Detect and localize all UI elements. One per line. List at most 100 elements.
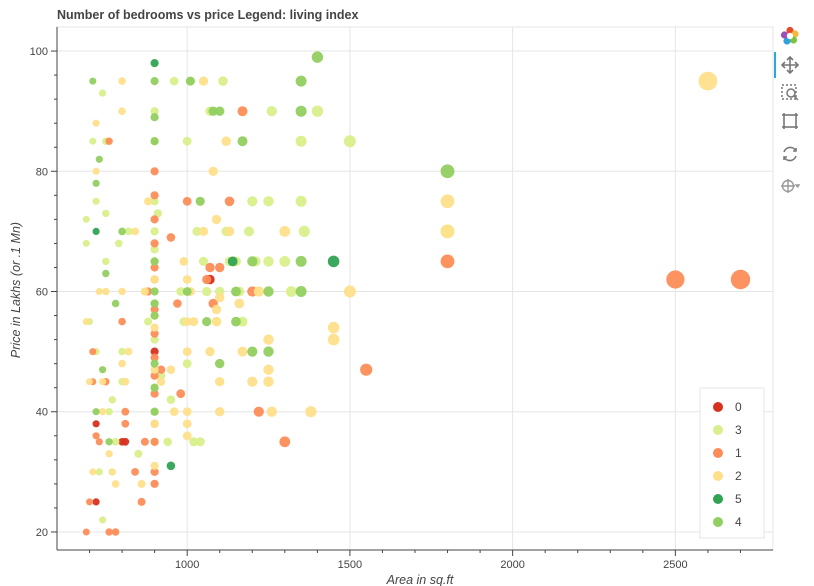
data-point bbox=[169, 407, 179, 417]
data-point bbox=[150, 437, 159, 446]
data-point bbox=[150, 197, 159, 206]
data-point bbox=[295, 286, 307, 297]
data-point bbox=[118, 107, 126, 115]
data-point bbox=[118, 359, 126, 368]
data-point bbox=[118, 317, 126, 326]
data-point bbox=[189, 437, 199, 447]
data-point bbox=[215, 407, 225, 417]
data-point bbox=[86, 378, 93, 386]
data-point bbox=[208, 166, 218, 176]
data-point bbox=[150, 245, 159, 254]
data-point bbox=[92, 119, 100, 127]
data-point bbox=[150, 383, 159, 392]
data-point bbox=[92, 420, 100, 428]
data-point bbox=[215, 358, 225, 369]
data-point bbox=[82, 215, 90, 223]
data-point bbox=[82, 528, 90, 536]
data-point bbox=[150, 467, 159, 476]
data-point bbox=[150, 347, 159, 356]
data-point bbox=[150, 107, 159, 116]
data-point bbox=[295, 105, 307, 117]
data-point bbox=[202, 274, 212, 285]
data-point bbox=[215, 377, 225, 387]
box-select-icon[interactable] bbox=[778, 109, 802, 133]
box-zoom-icon[interactable] bbox=[778, 81, 802, 105]
legend-label: 2 bbox=[735, 469, 742, 483]
legend-box bbox=[699, 387, 765, 539]
data-point bbox=[150, 137, 159, 146]
data-point bbox=[99, 378, 107, 386]
data-point bbox=[247, 196, 258, 207]
legend-swatch bbox=[713, 448, 723, 458]
data-point bbox=[102, 209, 110, 218]
data-point bbox=[95, 155, 103, 163]
data-point bbox=[698, 71, 718, 91]
data-point bbox=[182, 136, 192, 146]
data-point bbox=[298, 225, 310, 237]
data-point bbox=[140, 287, 149, 296]
data-point bbox=[121, 437, 130, 446]
data-point bbox=[440, 254, 455, 269]
data-point bbox=[205, 262, 215, 273]
data-point bbox=[82, 318, 90, 326]
data-point bbox=[111, 299, 120, 308]
active-tool-indicator bbox=[774, 52, 776, 78]
data-point bbox=[295, 75, 307, 87]
data-point bbox=[144, 197, 153, 206]
data-point bbox=[150, 329, 159, 338]
data-point bbox=[195, 196, 205, 206]
data-point bbox=[105, 450, 113, 458]
data-point bbox=[211, 214, 222, 225]
data-point bbox=[253, 406, 264, 417]
data-point bbox=[121, 377, 130, 386]
data-point bbox=[237, 106, 248, 117]
data-point bbox=[118, 287, 126, 296]
reset-icon[interactable] bbox=[778, 142, 802, 166]
data-point bbox=[144, 317, 153, 326]
plot-area bbox=[56, 26, 774, 551]
data-point bbox=[105, 137, 113, 145]
data-point bbox=[150, 479, 159, 488]
data-point bbox=[150, 389, 159, 398]
data-point bbox=[118, 77, 126, 85]
bokeh-logo-icon[interactable] bbox=[778, 24, 802, 48]
y-tick-label: 60 bbox=[36, 287, 48, 299]
data-point bbox=[166, 365, 176, 375]
data-point bbox=[150, 191, 159, 200]
data-point bbox=[102, 287, 110, 296]
hover-icon[interactable] bbox=[778, 174, 802, 198]
data-point bbox=[150, 419, 159, 428]
data-point bbox=[150, 365, 159, 374]
pan-icon[interactable] bbox=[778, 53, 802, 77]
data-point bbox=[440, 194, 455, 209]
data-point bbox=[224, 196, 235, 207]
data-point bbox=[311, 105, 324, 117]
data-point bbox=[86, 498, 93, 506]
data-point bbox=[99, 516, 107, 524]
data-point bbox=[82, 239, 90, 247]
data-point bbox=[440, 164, 455, 179]
chart-toolbar bbox=[774, 22, 808, 202]
legend-swatch bbox=[713, 517, 723, 527]
data-point bbox=[140, 437, 149, 446]
data-point bbox=[231, 286, 241, 297]
data-point bbox=[169, 76, 179, 86]
data-point bbox=[150, 287, 159, 296]
legend-swatch bbox=[713, 494, 723, 504]
data-point bbox=[92, 179, 100, 187]
data-point bbox=[266, 106, 277, 117]
chart-title: Number of bedrooms vs price Legend: livi… bbox=[57, 8, 358, 22]
data-point bbox=[111, 480, 120, 488]
data-points bbox=[82, 51, 751, 536]
data-point bbox=[156, 365, 166, 374]
legend-swatch bbox=[713, 471, 723, 481]
data-point bbox=[92, 197, 100, 205]
data-point bbox=[208, 106, 218, 116]
data-point bbox=[215, 292, 225, 303]
data-point bbox=[150, 77, 159, 86]
x-tick-label: 2500 bbox=[663, 559, 687, 571]
data-point bbox=[237, 136, 248, 147]
data-point bbox=[99, 89, 107, 97]
data-point bbox=[440, 224, 455, 239]
